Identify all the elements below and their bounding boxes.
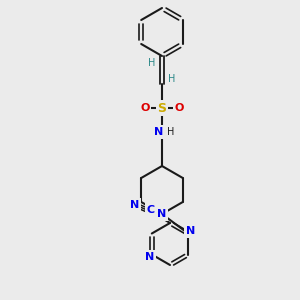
- Text: N: N: [186, 226, 195, 236]
- Text: O: O: [174, 103, 184, 113]
- Text: H: H: [168, 74, 176, 84]
- Text: C: C: [147, 205, 155, 215]
- Text: H: H: [167, 127, 175, 137]
- Text: N: N: [158, 209, 166, 219]
- Text: S: S: [158, 101, 166, 115]
- Text: O: O: [140, 103, 150, 113]
- Text: N: N: [130, 200, 140, 210]
- Text: N: N: [145, 251, 154, 262]
- Text: H: H: [148, 58, 156, 68]
- Text: N: N: [154, 127, 164, 137]
